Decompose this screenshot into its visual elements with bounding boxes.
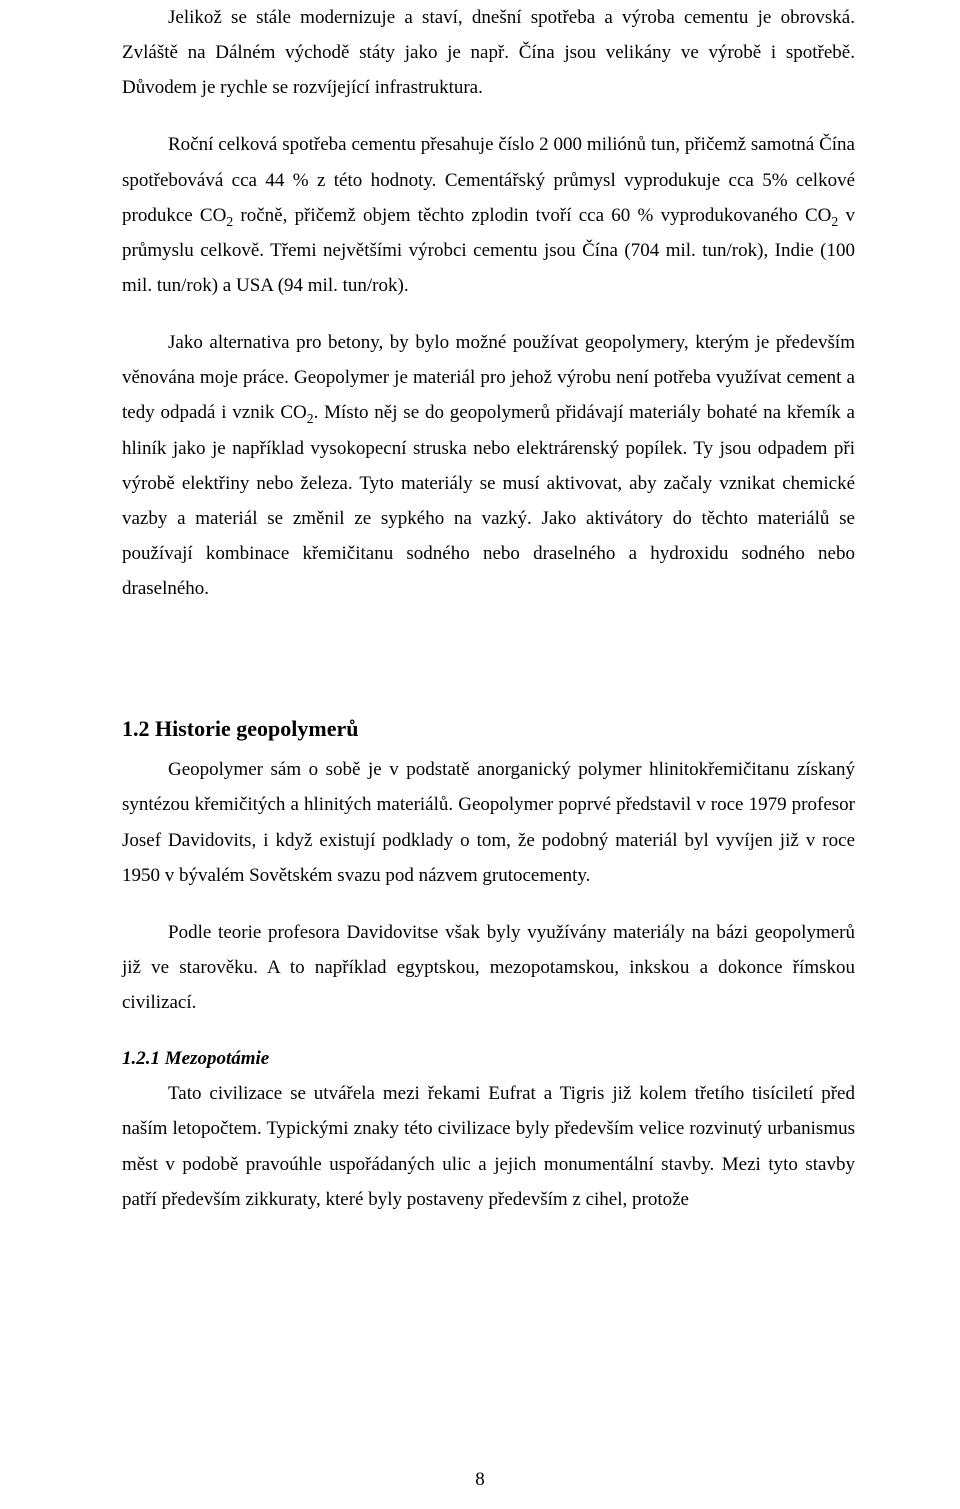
section-subheading-1-2-1: 1.2.1 Mezopotámie [122,1048,855,1070]
section-heading-1-2: 1.2 Historie geopolymerů [122,716,855,742]
co2-subscript-3: 2 [307,411,314,426]
paragraph-1-text: Jelikož se stále modernizuje a staví, dn… [122,7,855,98]
paragraph-6: Tato civilizace se utvářela mezi řekami … [122,1076,855,1217]
paragraph-3: Jako alternativa pro betony, by bylo mož… [122,325,855,606]
paragraph-2-text-b: ročně, přičemž objem těchto zplodin tvoř… [233,205,831,226]
paragraph-5-text: Podle teorie profesora Davidovitse však … [122,922,855,1013]
paragraph-4: Geopolymer sám o sobě je v podstatě anor… [122,752,855,893]
paragraph-4-text: Geopolymer sám o sobě je v podstatě anor… [122,759,855,885]
paragraph-3-text-b: . Místo něj se do geopolymerů přidávají … [122,402,855,599]
paragraph-5: Podle teorie profesora Davidovitse však … [122,915,855,1020]
paragraph-2: Roční celková spotřeba cementu přesahuje… [122,127,855,303]
document-page: Jelikož se stále modernizuje a staví, dn… [0,0,960,1509]
paragraph-1: Jelikož se stále modernizuje a staví, dn… [122,0,855,105]
page-number: 8 [0,1469,960,1491]
paragraph-6-text: Tato civilizace se utvářela mezi řekami … [122,1083,855,1209]
